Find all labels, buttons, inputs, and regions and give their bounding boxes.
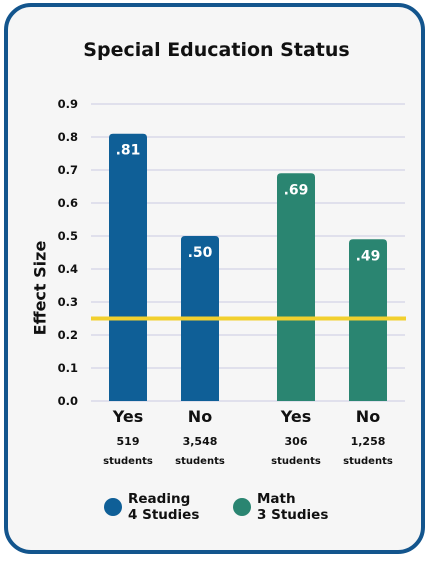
x-sublabel-count: 3,548 bbox=[183, 435, 218, 448]
y-tick-label: 0.2 bbox=[58, 328, 78, 342]
x-sublabel-unit: students bbox=[103, 456, 153, 467]
x-category-label: No bbox=[188, 407, 212, 426]
y-tick-label: 0.9 bbox=[58, 97, 78, 111]
x-category-label: Yes bbox=[280, 407, 312, 426]
bar bbox=[277, 173, 315, 401]
y-tick-label: 0.3 bbox=[58, 295, 78, 309]
x-sublabel-unit: students bbox=[175, 456, 225, 467]
bar bbox=[109, 133, 147, 401]
x-sublabel-count: 306 bbox=[285, 435, 308, 448]
legend-reading-dot bbox=[104, 498, 122, 516]
bar-value-label: .81 bbox=[116, 143, 141, 159]
y-tick-label: 0.4 bbox=[58, 262, 78, 276]
x-sublabel-unit: students bbox=[271, 456, 321, 467]
bar-value-label: .69 bbox=[284, 182, 309, 198]
bar-value-label: .50 bbox=[188, 245, 213, 261]
legend-math-name: Math bbox=[257, 491, 296, 507]
legend-reading: Reading 4 Studies bbox=[104, 491, 199, 523]
y-tick-label: 0.1 bbox=[58, 361, 78, 375]
legend-math: Math 3 Studies bbox=[233, 491, 328, 523]
x-sublabel-unit: students bbox=[343, 456, 393, 467]
x-category-label: No bbox=[356, 407, 380, 426]
y-tick-label: 0.6 bbox=[58, 196, 78, 210]
y-tick-label: 0.7 bbox=[58, 163, 78, 177]
y-tick-label: 0.0 bbox=[58, 394, 78, 408]
legend-math-dot bbox=[233, 498, 251, 516]
x-category-label: Yes bbox=[112, 407, 144, 426]
y-tick-label: 0.8 bbox=[58, 130, 78, 144]
bar-value-label: .49 bbox=[356, 248, 381, 264]
x-sublabel-count: 1,258 bbox=[351, 435, 386, 448]
chart-title: Special Education Status bbox=[83, 39, 350, 61]
x-sublabel-count: 519 bbox=[117, 435, 140, 448]
legend-reading-name: Reading bbox=[128, 491, 191, 507]
y-tick-label: 0.5 bbox=[58, 229, 78, 243]
legend-math-studies: 3 Studies bbox=[257, 507, 329, 523]
y-axis-label: Effect Size bbox=[30, 240, 50, 336]
legend-reading-studies: 4 Studies bbox=[128, 507, 200, 523]
